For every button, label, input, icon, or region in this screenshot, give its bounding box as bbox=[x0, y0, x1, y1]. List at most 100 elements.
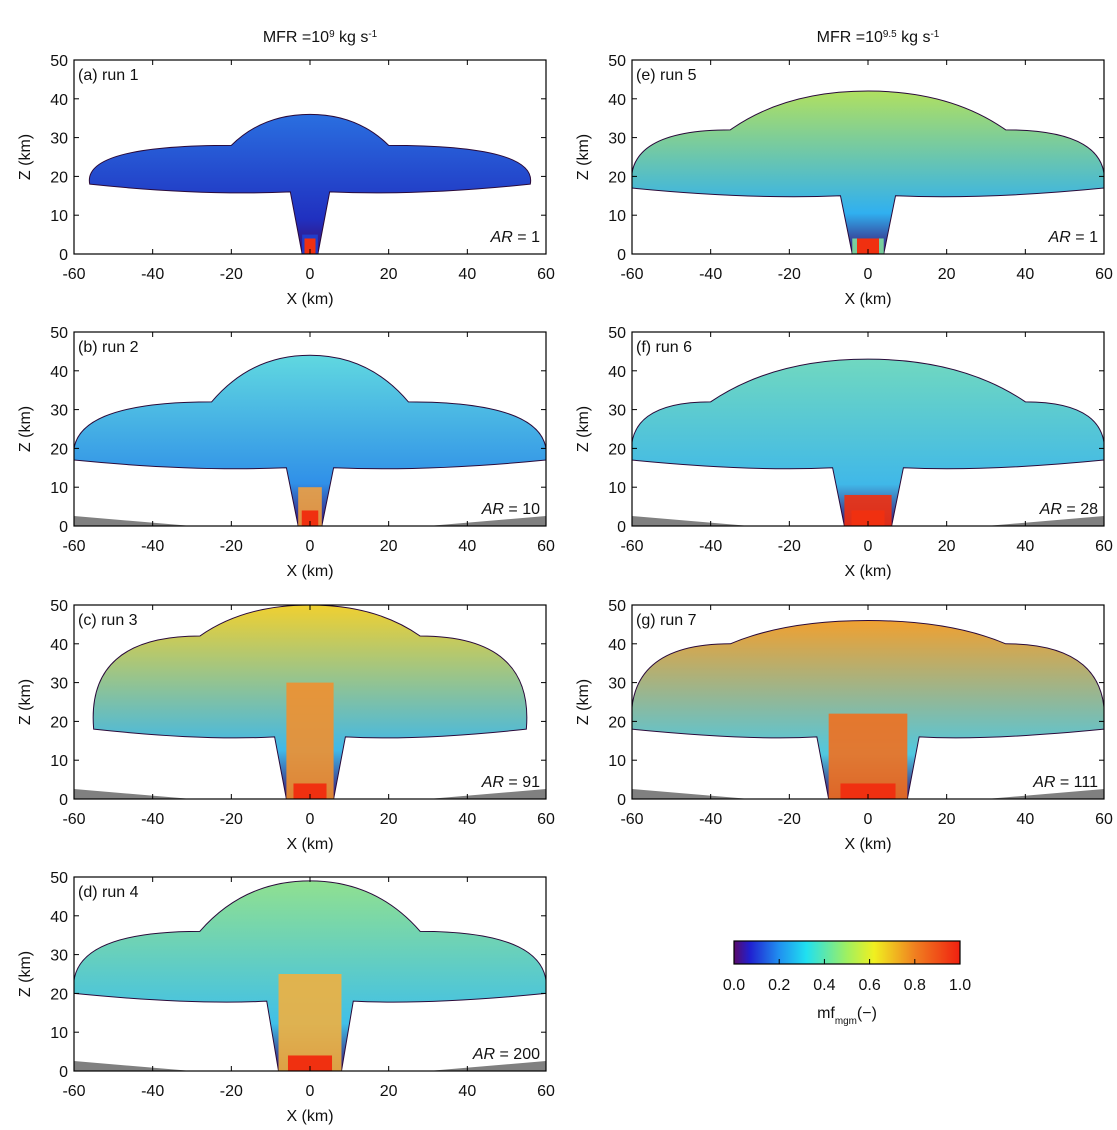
y-axis-label: Z (km) bbox=[575, 679, 592, 725]
x-tick-label: 60 bbox=[537, 538, 555, 555]
text-part: = 200 bbox=[495, 1046, 540, 1063]
umbrella-cloud bbox=[632, 90, 1104, 254]
colorbar-tick-label: 0.4 bbox=[813, 977, 835, 994]
panel-label: (g) run 7 bbox=[636, 612, 697, 629]
y-tick-label: 30 bbox=[50, 948, 68, 965]
y-tick-label: 30 bbox=[608, 403, 626, 420]
y-tick-label: 0 bbox=[59, 247, 68, 264]
y-tick-label: 30 bbox=[50, 403, 68, 420]
x-axis-label: X (km) bbox=[286, 291, 333, 308]
y-tick-label: 30 bbox=[608, 131, 626, 148]
x-tick-label: -40 bbox=[699, 266, 722, 283]
plume-field bbox=[632, 620, 1104, 799]
y-tick-label: 20 bbox=[608, 714, 626, 731]
x-tick-label: 60 bbox=[537, 266, 555, 283]
y-tick-label: 20 bbox=[50, 986, 68, 1003]
y-axis-label: Z (km) bbox=[575, 406, 592, 452]
panel-label: (f) run 6 bbox=[636, 339, 692, 356]
x-tick-label: -20 bbox=[220, 811, 243, 828]
x-tick-label: -60 bbox=[620, 266, 643, 283]
terrain bbox=[428, 516, 546, 526]
terrain bbox=[632, 516, 750, 526]
x-tick-label: 40 bbox=[458, 538, 476, 555]
plume-field bbox=[632, 358, 1104, 526]
terrain bbox=[986, 516, 1104, 526]
x-tick-label: -20 bbox=[220, 538, 243, 555]
plume-field bbox=[632, 90, 1104, 254]
y-tick-label: 40 bbox=[50, 909, 68, 926]
terrain bbox=[74, 789, 192, 799]
x-tick-label: 60 bbox=[1095, 266, 1113, 283]
panel-label: (a) run 1 bbox=[78, 67, 139, 84]
colorbar-tick-label: 0.0 bbox=[723, 977, 745, 994]
y-tick-label: 0 bbox=[59, 519, 68, 536]
y-tick-label: 20 bbox=[608, 169, 626, 186]
x-tick-label: 20 bbox=[938, 266, 956, 283]
y-tick-label: 20 bbox=[50, 441, 68, 458]
umbrella-cloud bbox=[632, 358, 1104, 526]
ar-annotation: AR = 91 bbox=[481, 774, 540, 791]
x-tick-label: 0 bbox=[864, 266, 873, 283]
x-tick-label: 40 bbox=[458, 1083, 476, 1100]
ar-annotation: AR = 1 bbox=[490, 229, 540, 246]
colorbar-tick-label: 0.2 bbox=[768, 977, 790, 994]
ar-annotation: AR = 10 bbox=[481, 501, 540, 518]
x-tick-label: -40 bbox=[141, 266, 164, 283]
ar-annotation: AR = 200 bbox=[472, 1046, 540, 1063]
column-title: MFR =109.5 kg s-1 bbox=[817, 29, 940, 47]
x-tick-label: 20 bbox=[380, 266, 398, 283]
colorbar-tick-label: 0.6 bbox=[858, 977, 880, 994]
vent bbox=[856, 238, 880, 254]
y-tick-label: 10 bbox=[50, 753, 68, 770]
umbrella-cloud bbox=[632, 620, 1104, 799]
x-tick-label: 20 bbox=[380, 538, 398, 555]
x-tick-label: 20 bbox=[938, 811, 956, 828]
ar-annotation: AR = 1 bbox=[1048, 229, 1098, 246]
x-tick-label: -20 bbox=[778, 538, 801, 555]
text-part: = 10 bbox=[504, 501, 540, 518]
text-part: kg s bbox=[335, 29, 369, 46]
colorbar-tick-label: 0.8 bbox=[904, 977, 926, 994]
text-part: AR bbox=[1048, 229, 1072, 246]
x-tick-label: 20 bbox=[380, 1083, 398, 1100]
x-tick-label: 0 bbox=[864, 538, 873, 555]
x-tick-label: -20 bbox=[220, 1083, 243, 1100]
x-tick-label: 60 bbox=[537, 811, 555, 828]
x-tick-label: 40 bbox=[1016, 538, 1034, 555]
y-tick-label: 0 bbox=[617, 792, 626, 809]
panel-label: (b) run 2 bbox=[78, 339, 139, 356]
x-tick-label: -20 bbox=[778, 266, 801, 283]
y-tick-label: 30 bbox=[50, 131, 68, 148]
y-axis-label: Z (km) bbox=[17, 951, 34, 997]
x-tick-label: -60 bbox=[620, 538, 643, 555]
text-part: MFR =10 bbox=[817, 29, 883, 46]
x-tick-label: -40 bbox=[699, 811, 722, 828]
text-part: AR bbox=[481, 774, 505, 791]
text-part: MFR =10 bbox=[263, 29, 329, 46]
plume-field bbox=[74, 605, 546, 799]
y-tick-label: 40 bbox=[608, 92, 626, 109]
text-part: AR bbox=[1032, 774, 1056, 791]
x-tick-label: 60 bbox=[537, 1083, 555, 1100]
y-tick-label: 50 bbox=[50, 870, 68, 887]
ar-annotation: AR = 111 bbox=[1032, 774, 1098, 791]
text-part: mf bbox=[817, 1005, 835, 1022]
terrain bbox=[74, 1061, 192, 1071]
y-tick-label: 10 bbox=[608, 753, 626, 770]
x-tick-label: 0 bbox=[306, 538, 315, 555]
y-tick-label: 10 bbox=[50, 480, 68, 497]
text-part: -1 bbox=[931, 29, 940, 40]
panel-label: (e) run 5 bbox=[636, 67, 697, 84]
x-tick-label: -40 bbox=[699, 538, 722, 555]
colorbar-label: mfmgm(−) bbox=[817, 1005, 877, 1027]
text-part: 9 bbox=[329, 29, 335, 40]
text-part: = 111 bbox=[1055, 774, 1098, 791]
terrain bbox=[428, 1061, 546, 1071]
y-axis-label: Z (km) bbox=[17, 406, 34, 452]
plume-field bbox=[74, 354, 546, 526]
eruption-column bbox=[278, 974, 342, 1071]
x-tick-label: 0 bbox=[306, 266, 315, 283]
x-tick-label: 40 bbox=[458, 811, 476, 828]
x-tick-label: -20 bbox=[220, 266, 243, 283]
